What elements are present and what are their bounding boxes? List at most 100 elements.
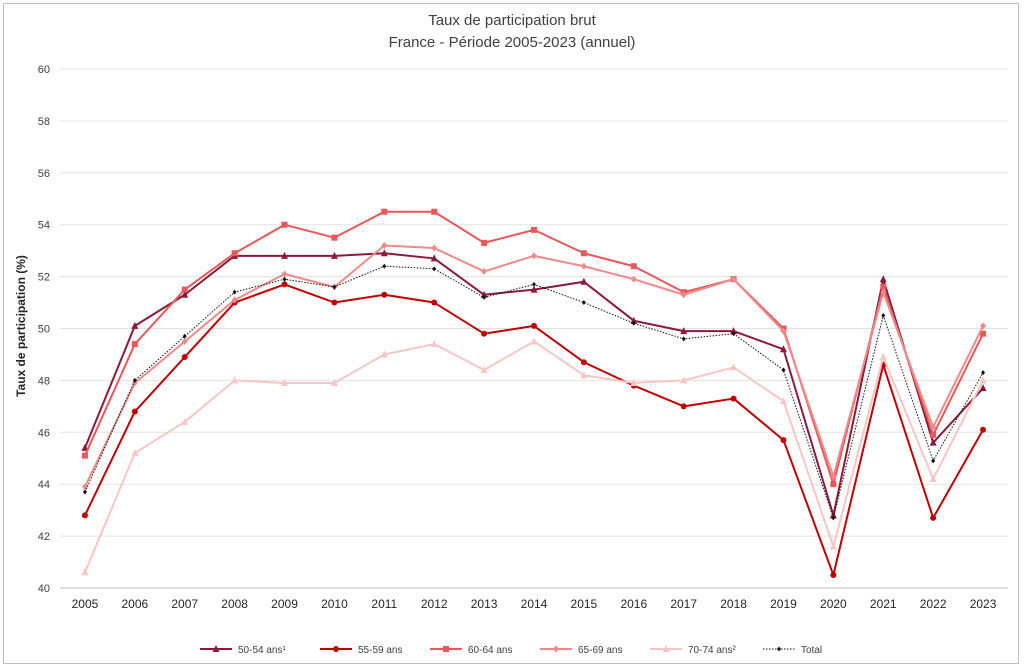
y-tick-label: 60	[38, 64, 50, 76]
data-point	[662, 645, 670, 652]
data-point	[680, 376, 688, 384]
data-point	[680, 291, 687, 299]
data-point	[781, 367, 786, 373]
data-point	[930, 431, 937, 438]
series-70-74-ans	[81, 337, 987, 576]
data-point	[831, 515, 836, 521]
data-point	[730, 275, 737, 283]
data-point	[630, 378, 638, 386]
data-point	[181, 417, 189, 425]
data-point	[930, 514, 937, 521]
data-point	[731, 331, 736, 337]
data-point	[331, 234, 338, 241]
data-point	[730, 363, 738, 371]
legend: 50-54 ans¹ 55-59 ans 60-64 ans 65-69 ans 70-…	[200, 645, 822, 656]
data-point	[331, 299, 338, 306]
y-tick-label: 46	[38, 427, 50, 439]
data-point	[630, 275, 637, 283]
legend-label: 50-54 ans¹	[238, 645, 286, 656]
data-point	[879, 353, 887, 361]
data-point	[231, 376, 239, 384]
legend-item: 65-69 ans	[540, 645, 622, 656]
chart-frame	[3, 3, 1019, 664]
x-tick-label: 2007	[171, 597, 198, 611]
y-tick-label: 44	[38, 479, 50, 491]
data-point	[281, 221, 288, 228]
data-point	[880, 288, 887, 296]
legend-item: 50-54 ans¹	[200, 645, 286, 656]
legend-label: 55-59 ans	[358, 645, 402, 656]
data-point	[431, 244, 438, 252]
data-point	[481, 239, 488, 246]
data-point	[881, 313, 886, 319]
data-point	[580, 277, 588, 285]
data-point	[779, 345, 787, 353]
data-point	[580, 371, 588, 379]
series-55-59-ans	[81, 281, 987, 579]
data-point	[131, 408, 138, 415]
x-tick-label: 2017	[670, 597, 697, 611]
x-tick-label: 2010	[321, 597, 348, 611]
series-line	[84, 340, 984, 573]
data-point	[531, 252, 537, 260]
data-point	[879, 275, 887, 283]
data-point	[532, 281, 536, 287]
x-tick-label: 2011	[371, 597, 397, 611]
x-tick-label: 2005	[72, 597, 99, 611]
series-group	[81, 208, 987, 579]
data-point	[132, 377, 137, 383]
y-axis-label: Taux de participation (%)	[14, 255, 28, 397]
series-60-64-ans	[81, 208, 987, 488]
data-point	[530, 285, 538, 293]
series-total	[82, 263, 986, 521]
data-point	[181, 337, 188, 345]
data-point	[931, 458, 936, 464]
data-point	[829, 542, 837, 550]
data-point	[182, 333, 187, 339]
data-point	[281, 251, 289, 259]
legend-item: 70-74 ans²	[650, 645, 736, 656]
data-point	[580, 250, 587, 257]
data-point	[777, 646, 781, 652]
data-point	[630, 263, 637, 270]
data-point	[480, 366, 488, 374]
data-point	[830, 472, 837, 480]
data-point	[829, 511, 837, 519]
data-point	[212, 645, 220, 652]
data-point	[730, 327, 738, 335]
data-point	[381, 208, 388, 215]
legend-label: 70-74 ans²	[688, 645, 736, 656]
data-point	[181, 354, 188, 361]
data-point	[981, 370, 986, 376]
data-point	[780, 327, 787, 335]
data-point	[281, 281, 288, 288]
x-tick-label: 2021	[870, 597, 897, 611]
legend-label: 60-64 ans	[468, 645, 512, 656]
y-tick-label: 54	[38, 220, 50, 232]
series-line	[84, 244, 984, 488]
data-point	[430, 340, 438, 348]
data-point	[980, 322, 987, 330]
y-tick-label: 48	[38, 375, 50, 387]
data-point	[131, 341, 138, 348]
x-tick-label: 2009	[271, 597, 298, 611]
data-point	[830, 481, 837, 488]
data-point	[231, 296, 238, 304]
x-tick-label: 2008	[221, 597, 248, 611]
data-point	[281, 270, 288, 278]
data-point	[980, 330, 987, 337]
data-point	[81, 568, 89, 576]
data-point	[580, 359, 587, 366]
data-point	[530, 337, 538, 345]
y-tick-label: 56	[38, 168, 50, 180]
y-tick-label: 50	[38, 324, 50, 336]
data-point	[282, 276, 287, 282]
data-point	[443, 646, 449, 652]
data-point	[979, 376, 987, 384]
data-point	[980, 426, 987, 433]
data-point	[880, 283, 887, 290]
data-point	[431, 208, 438, 215]
data-point	[81, 443, 89, 451]
legend-label: Total	[801, 645, 822, 656]
data-point	[631, 320, 636, 326]
